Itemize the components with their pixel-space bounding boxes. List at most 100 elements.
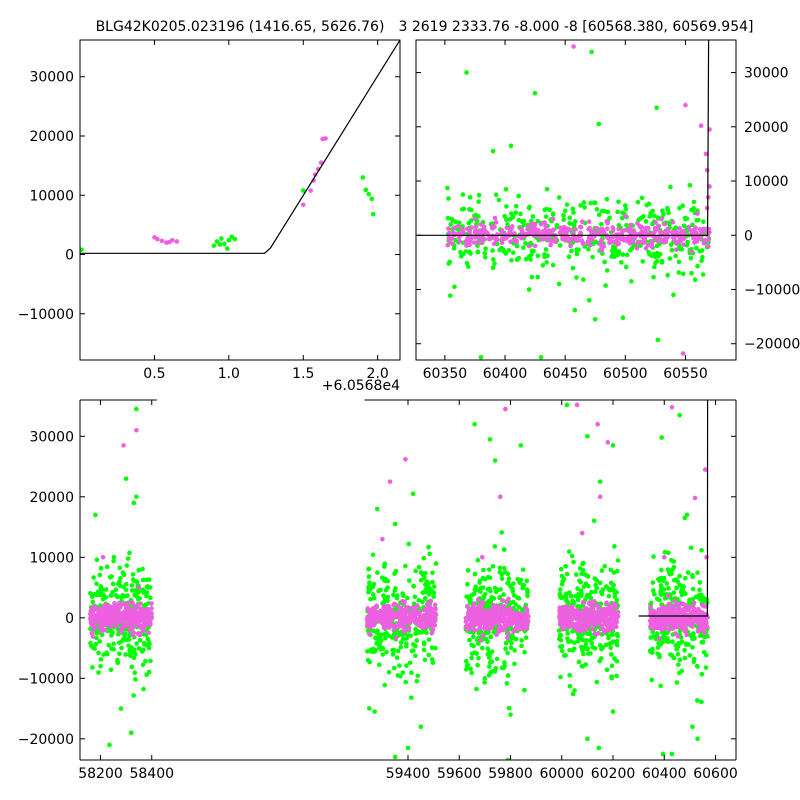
data-point-magenta <box>585 239 591 245</box>
data-point-magenta <box>493 219 499 225</box>
data-point-green <box>557 243 563 248</box>
data-point-green <box>504 204 509 209</box>
data-point-green <box>570 647 576 653</box>
data-point-magenta <box>470 619 476 625</box>
data-point-green <box>585 583 591 589</box>
data-point-green <box>568 593 574 599</box>
data-point-green <box>508 211 514 216</box>
data-point-green <box>407 578 412 583</box>
data-point-green <box>503 186 509 192</box>
data-point-green <box>629 245 635 251</box>
data-point-green <box>550 212 556 217</box>
data-point-green <box>431 584 437 589</box>
data-point-green <box>101 592 107 598</box>
data-point-magenta <box>610 225 616 230</box>
data-point-magenta <box>552 239 558 244</box>
data-point-green <box>136 588 142 594</box>
data-point-magenta <box>398 616 403 622</box>
data-point-magenta <box>90 634 96 639</box>
data-point-green <box>226 237 232 243</box>
data-point-magenta <box>96 618 101 624</box>
data-point-green <box>610 248 615 253</box>
data-point-green <box>107 742 112 748</box>
data-point-green <box>518 443 524 448</box>
data-point-green <box>449 216 454 222</box>
data-point-magenta <box>159 238 165 244</box>
data-point-magenta <box>308 188 313 193</box>
data-point-green <box>665 636 670 642</box>
data-point-magenta <box>373 611 379 617</box>
data-point-green <box>592 576 598 581</box>
data-point-magenta <box>702 237 708 243</box>
data-point-magenta <box>390 614 396 620</box>
data-point-green <box>544 186 550 192</box>
data-point-green <box>489 649 495 654</box>
data-point-magenta <box>505 635 510 641</box>
data-point-green <box>608 580 614 586</box>
data-point-green <box>418 577 424 583</box>
data-point-green <box>367 587 373 592</box>
data-point-magenta <box>681 236 687 241</box>
data-point-green <box>123 476 129 481</box>
x-tick-label: 58400 <box>129 766 174 782</box>
data-point-magenta <box>493 620 499 625</box>
data-point-green <box>445 215 451 221</box>
data-point-magenta <box>486 614 492 620</box>
data-point-green <box>609 652 614 657</box>
data-point-green <box>465 568 471 573</box>
data-point-green <box>644 202 650 208</box>
data-point-green <box>620 252 626 257</box>
data-point-magenta <box>695 211 700 216</box>
data-point-green <box>615 633 620 639</box>
data-point-green <box>392 665 397 671</box>
data-point-green <box>368 647 374 653</box>
data-point-green <box>666 586 671 591</box>
data-point-green <box>146 669 152 675</box>
data-point-green <box>611 254 617 260</box>
data-point-magenta <box>540 236 546 242</box>
data-point-magenta <box>369 611 374 616</box>
data-point-magenta <box>546 228 552 233</box>
data-point-green <box>505 757 511 760</box>
data-point-magenta <box>650 623 655 629</box>
data-point-green <box>476 655 481 661</box>
data-point-magenta <box>686 224 692 230</box>
data-point-magenta <box>387 479 393 484</box>
data-point-green <box>658 589 663 595</box>
data-point-green <box>581 277 586 282</box>
data-point-green <box>480 585 486 591</box>
data-point-magenta <box>136 618 142 624</box>
data-point-magenta <box>638 225 644 231</box>
data-point-green <box>146 645 152 651</box>
data-point-green <box>610 443 616 448</box>
data-point-green <box>485 646 491 651</box>
data-point-magenta <box>472 216 478 221</box>
y-tick-label: 10000 <box>744 174 789 190</box>
x-tick-label: 60450 <box>543 366 588 382</box>
data-point-green <box>604 667 610 673</box>
data-point-green <box>579 571 584 577</box>
data-point-green <box>418 724 424 730</box>
data-point-magenta <box>430 608 435 613</box>
data-point-green <box>640 259 646 264</box>
data-point-green <box>603 283 608 288</box>
data-point-green <box>501 547 507 552</box>
data-point-magenta <box>112 613 117 619</box>
data-point-green <box>670 639 675 645</box>
x-tick-label: 60000 <box>539 766 584 782</box>
data-point-magenta <box>402 615 408 621</box>
data-point-magenta <box>499 618 504 624</box>
data-point-magenta <box>381 603 387 609</box>
data-point-green <box>409 695 414 700</box>
y-tick-label: −10000 <box>18 307 74 323</box>
data-point-magenta <box>573 226 578 232</box>
data-point-magenta <box>429 630 434 636</box>
data-point-magenta <box>472 606 478 612</box>
data-point-magenta <box>648 604 653 610</box>
data-point-green <box>666 210 671 216</box>
full-lightcurve-panel: 58200 58400 59400 59600 59800 60000 60200 60400… <box>18 399 738 782</box>
data-point-green <box>145 636 151 642</box>
data-point-green <box>405 745 411 751</box>
data-point-green <box>473 584 478 589</box>
data-point-magenta <box>369 607 374 613</box>
